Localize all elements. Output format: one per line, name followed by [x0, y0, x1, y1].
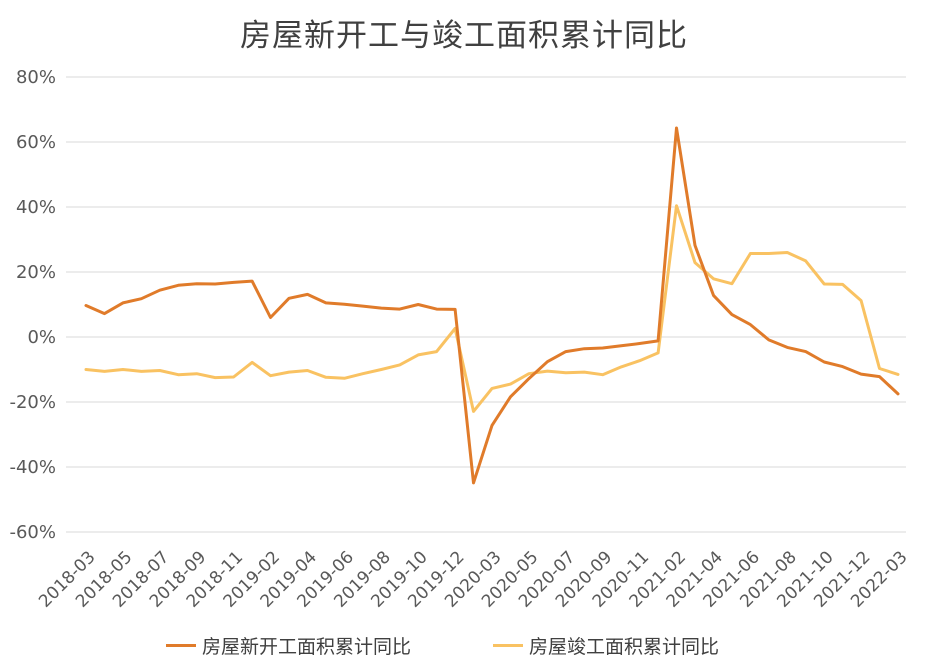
y-tick-label: -40% [9, 457, 56, 478]
legend-swatch-new-construction [166, 644, 196, 647]
y-tick-label: 60% [16, 132, 56, 153]
legend-item-completion: 房屋竣工面积累计同比 [493, 632, 719, 659]
x-axis-ticks: 2018-032018-052018-072018-092018-112019-… [35, 547, 911, 611]
y-tick-label: 0% [27, 327, 56, 348]
y-tick-label: -20% [9, 392, 56, 413]
legend-label-new-construction: 房屋新开工面积累计同比 [202, 636, 412, 658]
series-lines [84, 126, 900, 485]
legend-label-completion: 房屋竣工面积累计同比 [529, 636, 720, 658]
series-line-completion [84, 204, 900, 413]
y-tick-label: 80% [16, 67, 56, 88]
y-axis-ticks: 80% 60% 40% 20% 0% -20% -40% -60% [9, 67, 56, 543]
y-tick-label: 20% [16, 262, 56, 283]
y-tick-label: 40% [16, 197, 56, 218]
legend-item-new-construction: 房屋新开工面积累计同比 [166, 632, 411, 659]
gridlines [66, 76, 906, 533]
series-line-new-construction [84, 126, 900, 485]
y-tick-label: -60% [9, 522, 56, 543]
legend-swatch-completion [493, 644, 523, 647]
chart-title: 房屋新开工与竣工面积累计同比 [240, 18, 688, 54]
